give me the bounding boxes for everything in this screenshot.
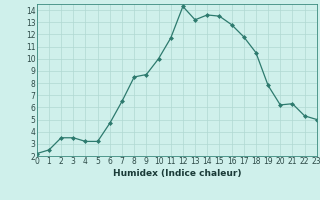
X-axis label: Humidex (Indice chaleur): Humidex (Indice chaleur) xyxy=(113,169,241,178)
